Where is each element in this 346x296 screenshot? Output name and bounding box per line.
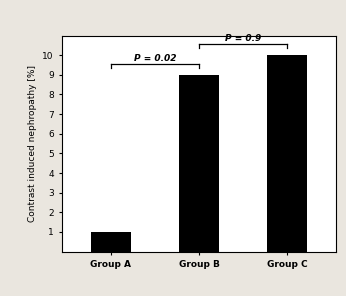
Bar — [91, 232, 131, 252]
Text: P = 0.9: P = 0.9 — [225, 34, 261, 43]
Y-axis label: Contrast induced nephropathy [%]: Contrast induced nephropathy [%] — [28, 65, 37, 222]
Bar — [179, 75, 219, 252]
Text: P = 0.02: P = 0.02 — [134, 54, 176, 63]
Bar — [267, 55, 307, 252]
